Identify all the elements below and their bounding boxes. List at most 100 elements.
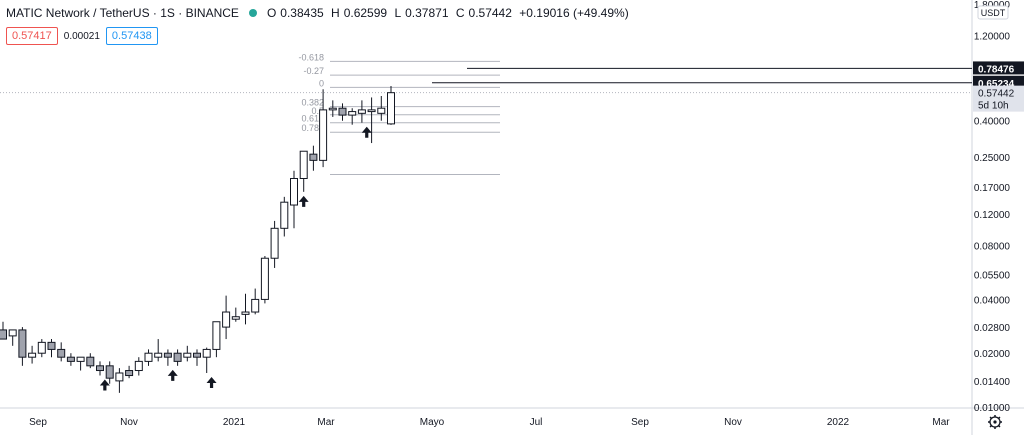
candle-body [387,92,395,125]
time-tick-label: Mar [932,417,950,428]
candle[interactable] [66,353,75,366]
up-arrow-icon[interactable] [99,379,110,391]
candle[interactable] [47,339,56,358]
candle[interactable] [231,307,240,322]
candle-body [251,298,260,313]
candle[interactable] [328,100,337,117]
candle[interactable] [222,295,231,340]
candle[interactable] [115,368,124,393]
candle[interactable] [367,97,376,144]
up-arrow-icon[interactable] [361,126,372,138]
candle[interactable] [202,347,211,373]
sell-price-button[interactable]: 0.57417 [6,27,58,45]
open-value: 0.38435 [280,6,324,20]
candle[interactable] [348,108,357,125]
candle[interactable] [96,361,104,376]
price-tick-label: 0.02800 [974,323,1011,334]
price-tick-label: 0.05500 [974,271,1011,282]
candle[interactable] [299,150,308,192]
candle[interactable] [377,96,386,121]
candle[interactable] [125,365,134,379]
time-axis[interactable]: Sep Nov 2021 Mar Mayo Jul Sep Nov 2022 Mar [29,417,950,428]
candle[interactable] [260,255,269,304]
price-tick-label: 0.02000 [974,349,1011,360]
candle[interactable] [319,89,328,168]
price-tick-label: 1.20000 [974,31,1011,42]
candle[interactable] [387,85,395,125]
candle-body [319,109,328,161]
up-arrow-icon[interactable] [298,195,309,207]
price-tick-label: 0.25000 [974,153,1011,164]
arrow-shape [298,195,309,207]
currency-box [977,5,1009,20]
candle[interactable] [163,349,172,366]
up-arrow-icon[interactable] [206,376,217,388]
candle[interactable] [183,345,192,362]
low-value: 0.37871 [405,6,449,20]
candle[interactable] [105,361,114,384]
candle-body [28,352,37,358]
spread-value: 0.00021 [63,30,100,42]
arrow-shape [99,379,110,391]
symbol-title[interactable]: MATIC Network / TetherUS · 1S · BINANCE [6,6,239,20]
candle[interactable] [251,288,260,315]
up-arrow-icon[interactable] [167,369,178,381]
candle[interactable] [37,339,46,358]
candle-body [96,365,104,372]
gear-icon[interactable] [988,415,1002,429]
fib-level-label: 0.618 [301,114,324,124]
price-label-mid: 0.65234 [978,79,1015,90]
candle-body [57,348,66,358]
candle-body [222,311,231,328]
candle-body [231,316,240,320]
candle-body [290,177,298,206]
currency-text: USDT [981,8,1006,18]
candle[interactable] [290,170,298,229]
candle[interactable] [338,103,347,121]
candle[interactable] [144,349,153,366]
candle-body [8,329,17,337]
fib-level-label: 0 [319,78,324,88]
candle[interactable] [28,345,37,364]
candle-body [37,341,46,354]
candle-body [377,107,386,114]
candle[interactable] [57,342,66,362]
candle-body [202,348,211,358]
candle-body [134,360,143,372]
candle-body [154,352,163,358]
fib-level-label: 0.786 [301,123,324,133]
current-price-label-bg [973,85,1024,112]
candle[interactable] [0,321,7,340]
price-label-high: 0.78476 [978,64,1015,75]
candle[interactable] [18,327,27,366]
candle[interactable] [173,349,182,366]
candle[interactable] [309,145,318,171]
candle[interactable] [8,329,17,346]
time-tick-label: Sep [29,417,47,428]
candle-body [163,352,172,358]
candle[interactable] [193,349,201,366]
candle[interactable] [76,356,85,371]
candle[interactable] [270,220,279,268]
price-tick-label: 0.04000 [974,295,1011,306]
candle[interactable] [357,100,366,123]
gear-tooth [989,416,992,419]
candle[interactable] [241,293,250,325]
candle[interactable] [212,321,221,358]
candle[interactable] [154,339,163,362]
candles [0,85,395,393]
candle[interactable] [86,353,95,369]
candle-body [270,227,279,259]
candle[interactable] [134,357,143,376]
gear-center [993,420,997,424]
arrow-shape [361,126,372,138]
price-tick-label: 0.40000 [974,117,1011,128]
candle-body [125,370,134,377]
symbol-header: MATIC Network / TetherUS · 1S · BINANCE … [6,4,633,22]
gear-tooth [998,425,1001,428]
buy-price-button[interactable]: 0.57438 [105,27,158,45]
currency-label[interactable]: USDT [977,5,1009,20]
candle[interactable] [280,196,289,237]
